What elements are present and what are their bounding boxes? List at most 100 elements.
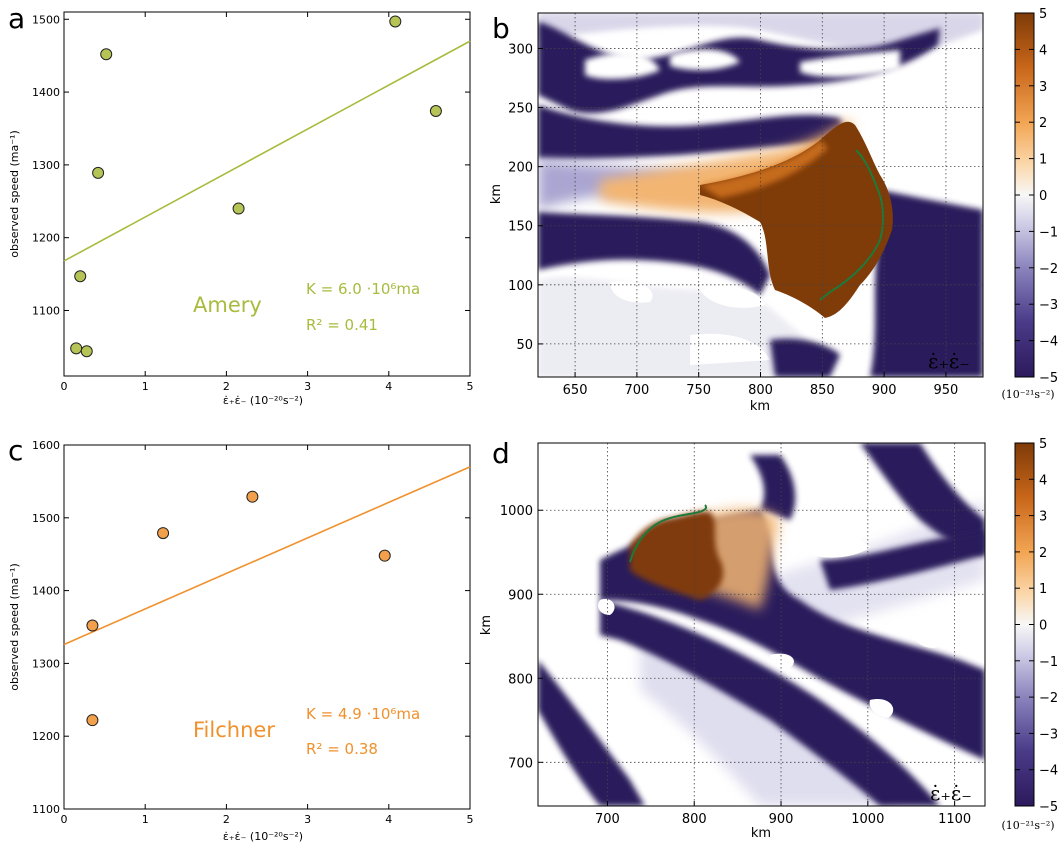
data-point [157, 527, 170, 540]
data-points [86, 490, 391, 727]
data-point [246, 490, 259, 503]
data-point [232, 202, 245, 215]
y-tick-label: 300 [508, 42, 533, 57]
data-point [74, 270, 87, 283]
x-axis-label: km [751, 826, 771, 841]
colorbar-tick-label: −2 [1039, 262, 1058, 277]
colorbar-tick-label: −4 [1039, 764, 1058, 779]
panel-letter-a: a [8, 2, 25, 35]
field-label: ε̇₊ε̇₋ [928, 349, 970, 373]
colorbar-tick-label: 5 [1039, 7, 1047, 22]
x-tick-label: 4 [385, 813, 392, 826]
data-point [100, 48, 113, 61]
fit-line [63, 466, 471, 646]
data-point [378, 549, 391, 562]
y-tick-label: 150 [508, 220, 533, 235]
x-tick-label: 2 [223, 380, 230, 393]
grid-lines [538, 443, 985, 806]
colorbar-tick-label: 1 [1039, 153, 1047, 168]
x-tick-label: 1000 [851, 812, 884, 827]
colorbar-tick-label: −5 [1039, 371, 1058, 386]
strain-map-amery: 650 700 750 800 850 900 950 50 100 150 200 250 300 k… [489, 12, 984, 414]
strain-map-filchner: 700 800 900 1000 1100 700 800 900 1000 km km ε̇₊… [479, 442, 986, 841]
x-tick-label: 950 [934, 383, 959, 398]
x-tick-label: 3 [304, 813, 311, 826]
x-tick-label: 700 [595, 812, 620, 827]
r2-value: R² = 0.41 [306, 316, 378, 334]
panel-letter-d: d [492, 437, 510, 470]
y-tick-label: 1500 [32, 512, 60, 525]
axis-ticks: 700 800 900 1000 1100 700 800 900 1000 [500, 504, 971, 827]
colorbar-tick-label: 2 [1039, 546, 1047, 561]
y-tick-label: 1000 [500, 504, 533, 519]
colorbar-tick-label: 3 [1039, 80, 1047, 95]
x-tick-label: 650 [563, 383, 588, 398]
y-tick-label: 100 [508, 279, 533, 294]
scatter-panel-amery: 0 1 2 3 4 5 1100 1200 1300 1400 1500 observed spee… [8, 11, 474, 407]
y-tick-label: 200 [508, 161, 533, 176]
colorbar-unit: (10⁻²¹s⁻²) [1001, 819, 1054, 832]
y-tick-label: 1500 [32, 13, 60, 26]
strain-field [538, 443, 985, 806]
colorbar-tick-label: 1 [1039, 582, 1047, 597]
glacier-name: Amery [193, 293, 262, 317]
y-tick-label: 1200 [32, 730, 60, 743]
x-tick-label: 0 [61, 813, 68, 826]
x-tick-label: 1100 [938, 812, 971, 827]
x-axis-label: ε̇₊ε̇₋ (10⁻²⁰s⁻²) [223, 394, 303, 407]
x-tick-label: 750 [686, 383, 711, 398]
y-tick-label: 250 [508, 102, 533, 117]
colorbar-tick-label: −1 [1039, 655, 1058, 670]
strain-field [538, 13, 983, 377]
x-tick-label: 900 [872, 383, 897, 398]
y-tick-label: 1600 [32, 439, 60, 452]
y-axis-label: km [489, 184, 504, 204]
k-value: K = 6.0 ·10⁶ma [306, 280, 420, 298]
y-axis-label: km [479, 615, 494, 635]
data-point [80, 345, 93, 358]
x-tick-label: 5 [467, 813, 474, 826]
field-label: ε̇₊ε̇₋ [930, 781, 972, 805]
x-tick-label: 700 [624, 383, 649, 398]
y-tick-label: 1400 [32, 86, 60, 99]
panel-letter-b: b [492, 12, 510, 45]
colorbar-tick-label: −3 [1039, 298, 1058, 313]
ice-front-line [819, 149, 885, 301]
y-axis-label: observed speed (ma⁻¹) [8, 563, 21, 690]
y-tick-label: 1400 [32, 585, 60, 598]
y-tick-label: 1100 [32, 803, 60, 816]
k-value: K = 4.9 ·10⁶ma [306, 705, 420, 723]
colorbar-b: −5 −4 −3 −2 −1 0 1 2 3 4 5 (10⁻²¹s⁻²) [1001, 7, 1058, 401]
y-tick-label: 1300 [32, 159, 60, 172]
colorbar-tick-label: −2 [1039, 691, 1058, 706]
data-point [429, 105, 442, 118]
glacier-name: Filchner [193, 718, 275, 742]
grid-lines [538, 13, 983, 377]
colorbar-tick-label: −3 [1039, 727, 1058, 742]
colorbar-tick-label: 3 [1039, 510, 1047, 525]
colorbar-ticks: −5 −4 −3 −2 −1 0 1 2 3 4 5 [1015, 437, 1058, 815]
colorbar-tick-label: 4 [1039, 473, 1047, 488]
axis-ticks: 0 1 2 3 4 5 1100 1200 1300 1400 1500 1600 [32, 439, 474, 826]
x-axis-label: ε̇₊ε̇₋ (10⁻²⁰s⁻²) [223, 830, 303, 843]
fit-line [63, 40, 471, 262]
y-tick-label: 50 [516, 338, 533, 353]
y-tick-label: 1300 [32, 657, 60, 670]
colorbar-tick-label: −5 [1039, 800, 1058, 815]
data-point [389, 15, 402, 28]
y-tick-label: 700 [508, 756, 533, 771]
data-point [86, 619, 99, 632]
colorbar-tick-label: 2 [1039, 116, 1047, 131]
axis-ticks: 650 700 750 800 850 900 950 50 100 150 200 250 300 [508, 42, 958, 398]
x-tick-label: 800 [748, 383, 773, 398]
plot-frame [63, 444, 471, 810]
x-tick-label: 900 [769, 812, 794, 827]
x-tick-label: 5 [467, 380, 474, 393]
y-tick-label: 900 [508, 588, 533, 603]
plot-frame [63, 11, 471, 377]
data-point [70, 342, 83, 355]
x-tick-label: 2 [223, 813, 230, 826]
x-tick-label: 1 [142, 380, 149, 393]
x-tick-label: 1 [142, 813, 149, 826]
